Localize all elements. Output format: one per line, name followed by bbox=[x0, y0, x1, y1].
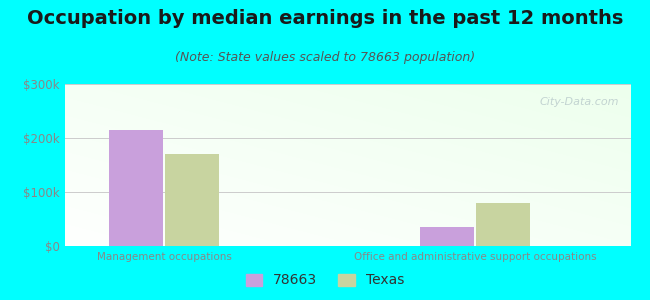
Text: City-Data.com: City-Data.com bbox=[540, 97, 619, 107]
Bar bbox=[476, 203, 530, 246]
Legend: 78663, Texas: 78663, Texas bbox=[240, 268, 410, 293]
Bar bbox=[165, 154, 219, 246]
Text: (Note: State values scaled to 78663 population): (Note: State values scaled to 78663 popu… bbox=[175, 51, 475, 64]
Bar bbox=[109, 130, 162, 246]
Text: Occupation by median earnings in the past 12 months: Occupation by median earnings in the pas… bbox=[27, 9, 623, 28]
Bar bbox=[420, 227, 474, 246]
